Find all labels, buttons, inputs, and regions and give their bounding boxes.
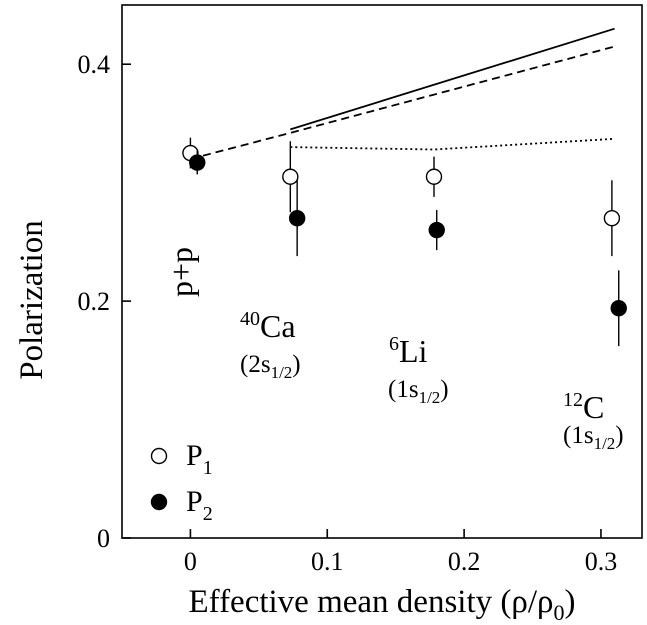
svg-text:(2s1/2): (2s1/2)	[240, 351, 301, 382]
y-tick-label: 0	[97, 524, 110, 553]
legend: P1 P2	[150, 439, 213, 525]
data-point-p2	[288, 209, 306, 227]
x-tick-label: 0.1	[311, 547, 344, 576]
legend-label-p1: P1	[186, 439, 213, 479]
svg-text:(1s1/2): (1s1/2)	[563, 422, 624, 453]
plot-frame	[121, 4, 643, 539]
data-points	[182, 137, 627, 347]
x-tick-label: 0.2	[448, 547, 481, 576]
legend-marker-p1	[150, 447, 168, 465]
svg-text:12C: 12C	[563, 389, 604, 425]
solid-curve	[290, 27, 615, 131]
y-tick-label: 0.2	[78, 287, 111, 316]
data-point-p2	[610, 300, 627, 317]
svg-text:6Li: 6Li	[389, 333, 428, 369]
data-point-p1	[425, 168, 443, 185]
data-point-p1	[603, 209, 621, 227]
dashed-curve	[190, 45, 615, 160]
x-axis-title: Effective mean density (ρ/ρ0)	[189, 584, 576, 625]
dotted-curve	[290, 137, 615, 151]
legend-label-p2: P2	[186, 485, 213, 525]
annotation-ca40: 40Ca (2s1/2)	[240, 308, 301, 382]
annotation-li6: 6Li (1s1/2)	[388, 333, 449, 407]
svg-text:40Ca: 40Ca	[240, 308, 296, 344]
x-tick-label: 0	[184, 547, 197, 576]
svg-text:(1s1/2): (1s1/2)	[388, 376, 449, 407]
y-tick-label: 0.4	[78, 50, 111, 79]
annotation-pp: p+p	[163, 247, 199, 297]
legend-marker-p2	[150, 493, 168, 511]
data-point-p2	[428, 221, 445, 239]
data-point-p2	[189, 154, 206, 171]
data-point-p1	[282, 168, 299, 185]
axis-ticks: 0 0.1 0.2 0.3 0 0.2 0.4	[78, 50, 618, 576]
annotation-c12: 12C (1s1/2)	[563, 389, 624, 453]
x-tick-label: 0.3	[585, 547, 618, 576]
model-curves	[190, 27, 615, 160]
y-axis-title: Polarization	[14, 220, 50, 379]
